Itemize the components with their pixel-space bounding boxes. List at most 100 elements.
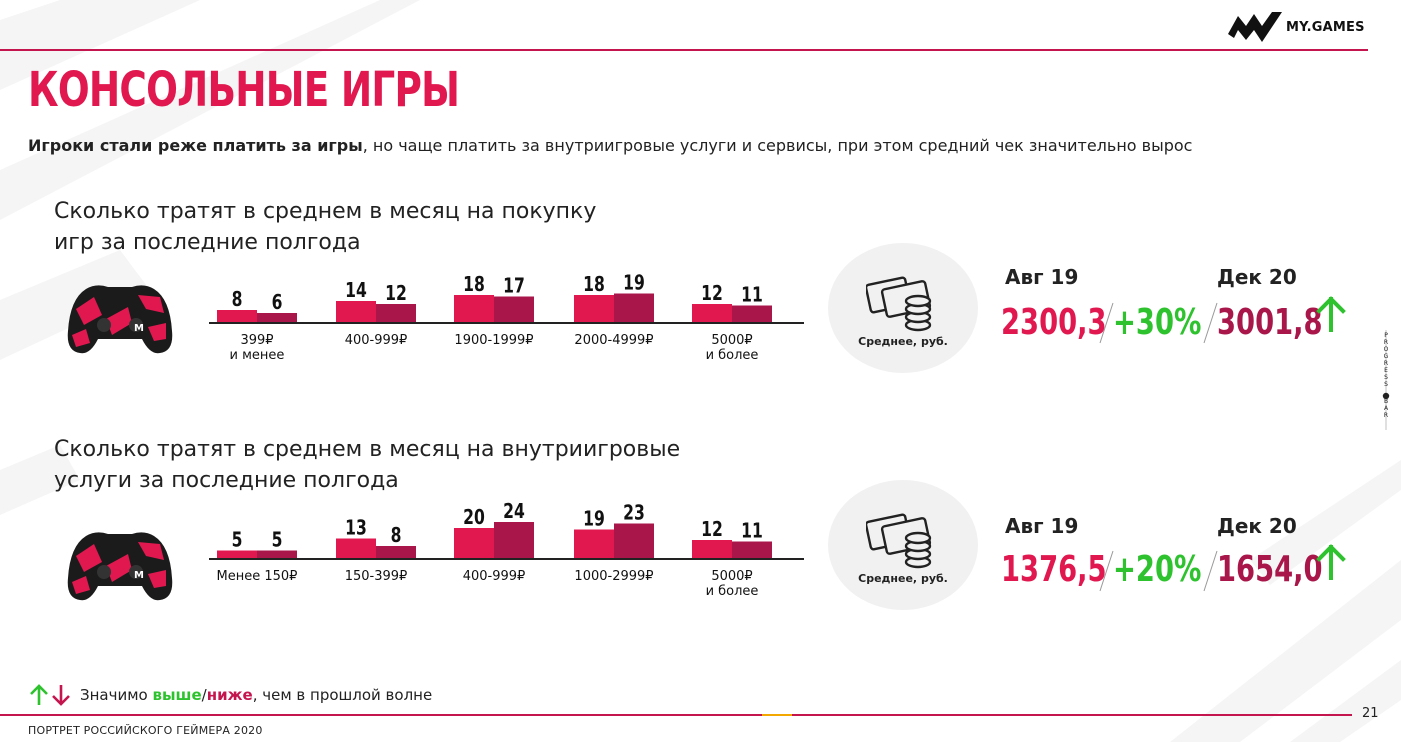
bar-value-label: 24 xyxy=(503,500,525,523)
category-label: 150-399₽ xyxy=(345,569,408,584)
category-label: Менее 150₽ xyxy=(217,569,298,584)
bar-value-label: 11 xyxy=(741,520,763,543)
section-title-games: Сколько тратят в среднем в месяц на поку… xyxy=(54,196,596,258)
bar-value-label: 11 xyxy=(741,284,763,307)
subtitle-bold: Игроки стали реже платить за игры xyxy=(28,136,363,155)
average-delta: +30% xyxy=(1113,302,1202,343)
legend-higher: выше xyxy=(152,686,202,704)
bar-value-label: 19 xyxy=(583,508,605,531)
bar-value-label: 12 xyxy=(385,282,407,305)
average-value-dec20: 3001,8 xyxy=(1217,302,1323,343)
period-label-dec20: Дек 20 xyxy=(1217,514,1297,538)
legend-text: Значимо выше/ниже, чем в прошлой волне xyxy=(80,686,432,704)
progress-indicator xyxy=(1382,392,1390,400)
bar-value-label: 12 xyxy=(701,518,723,541)
money-coins-icon xyxy=(866,513,932,569)
arrow-up-icon xyxy=(1316,544,1346,580)
period-label-aug19: Авг 19 xyxy=(1005,265,1079,289)
category-label: 1900-1999₽ xyxy=(454,333,533,348)
legend-lower: ниже xyxy=(206,686,253,704)
bar-4-0 xyxy=(692,540,732,558)
footer-divider xyxy=(0,714,1352,716)
section-title-services: Сколько тратят в среднем в месяц на внут… xyxy=(54,434,680,496)
bar-2-0 xyxy=(454,528,494,558)
footer-divider-accent xyxy=(762,714,792,716)
category-label: 400-999₽ xyxy=(463,569,526,584)
bar-2-1 xyxy=(494,296,534,322)
section-title-line: Сколько тратят в среднем в месяц на внут… xyxy=(54,437,681,462)
category-label: 399₽ xyxy=(240,333,273,348)
category-label: 2000-4999₽ xyxy=(574,333,653,348)
average-icon-circle: Среднее, руб. xyxy=(828,243,978,373)
bar-value-label: 5 xyxy=(232,529,243,552)
page-title: КОНСОЛЬНЫЕ ИГРЫ xyxy=(28,62,460,118)
category-label: 1000-2999₽ xyxy=(574,569,653,584)
chart-services-spending: 5 5 Менее 150₽ 13 8 150-399₽ 20 24 400-999₽ 19 23 1… xyxy=(209,500,804,599)
bar-0-1 xyxy=(257,550,297,558)
bar-2-1 xyxy=(494,522,534,558)
gamepad-icon: M xyxy=(67,285,173,354)
average-value-dec20: 1654,0 xyxy=(1217,549,1323,590)
section-title-line: услуги за последние полгода xyxy=(54,468,399,493)
bar-0-0 xyxy=(217,550,257,558)
page-subtitle: Игроки стали реже платить за игры, но ча… xyxy=(28,136,1192,155)
average-delta: +20% xyxy=(1113,549,1202,590)
bar-3-1 xyxy=(614,293,654,322)
average-label: Среднее, руб. xyxy=(858,572,948,585)
bar-value-label: 19 xyxy=(623,272,645,295)
footer-text: ПОРТРЕТ РОССИЙСКОГО ГЕЙМЕРА 2020 xyxy=(28,724,263,737)
bar-value-label: 13 xyxy=(345,517,367,540)
bar-4-1 xyxy=(732,305,772,322)
bar-2-0 xyxy=(454,295,494,322)
bar-value-label: 5 xyxy=(272,529,283,552)
significance-legend: Значимо выше/ниже, чем в прошлой волне xyxy=(28,684,432,706)
legend-prefix: Значимо xyxy=(80,686,153,704)
average-value-aug19: 2300,3 xyxy=(1001,302,1107,343)
page-number: 21 xyxy=(1362,706,1379,721)
up-down-arrows-icon xyxy=(30,684,70,706)
logo-text: MY.GAMES xyxy=(1286,19,1365,35)
category-label: и более xyxy=(706,584,759,599)
legend-suffix: , чем в прошлой волне xyxy=(252,686,433,704)
bar-1-0 xyxy=(336,538,376,558)
subtitle-rest: , но чаще платить за внутриигровые услуг… xyxy=(362,136,1193,155)
gamepad-icon: M xyxy=(67,532,173,601)
bar-value-label: 17 xyxy=(503,275,525,298)
bar-4-0 xyxy=(692,304,732,322)
bar-value-label: 12 xyxy=(701,282,723,305)
svg-text:M: M xyxy=(134,323,144,334)
chart-games-spending: 8 6 399₽и менее 14 12 400-999₽ 18 17 1900-1999₽ 1… xyxy=(209,272,804,363)
brand-logo: MY.GAMES xyxy=(1228,12,1365,42)
bar-3-1 xyxy=(614,523,654,558)
bar-value-label: 20 xyxy=(463,506,485,529)
bar-3-0 xyxy=(574,529,614,558)
bar-0-1 xyxy=(257,313,297,322)
bar-1-0 xyxy=(336,301,376,322)
bar-value-label: 18 xyxy=(583,273,605,296)
bar-value-label: 8 xyxy=(232,288,243,311)
bar-value-label: 8 xyxy=(391,524,402,547)
bar-0-0 xyxy=(217,310,257,322)
bar-value-label: 23 xyxy=(623,502,645,525)
category-label: 400-999₽ xyxy=(345,333,408,348)
section-title-line: Сколько тратят в среднем в месяц на поку… xyxy=(54,199,597,224)
average-label: Среднее, руб. xyxy=(858,335,948,348)
category-label: 5000₽ xyxy=(711,333,752,348)
svg-text:M: M xyxy=(134,570,144,581)
average-value-aug19: 1376,5 xyxy=(1001,549,1107,590)
my-games-logo-icon xyxy=(1228,12,1282,42)
bar-4-1 xyxy=(732,541,772,558)
bar-1-1 xyxy=(376,546,416,558)
period-label-aug19: Авг 19 xyxy=(1005,514,1079,538)
category-label: 5000₽ xyxy=(711,569,752,584)
bar-1-1 xyxy=(376,304,416,322)
money-coins-icon xyxy=(866,276,932,332)
arrow-up-icon xyxy=(1316,296,1346,332)
bar-3-0 xyxy=(574,295,614,322)
bar-value-label: 6 xyxy=(272,291,283,314)
header-divider xyxy=(0,49,1368,51)
legend-separator: / xyxy=(201,686,207,704)
average-icon-circle: Среднее, руб. xyxy=(828,480,978,610)
